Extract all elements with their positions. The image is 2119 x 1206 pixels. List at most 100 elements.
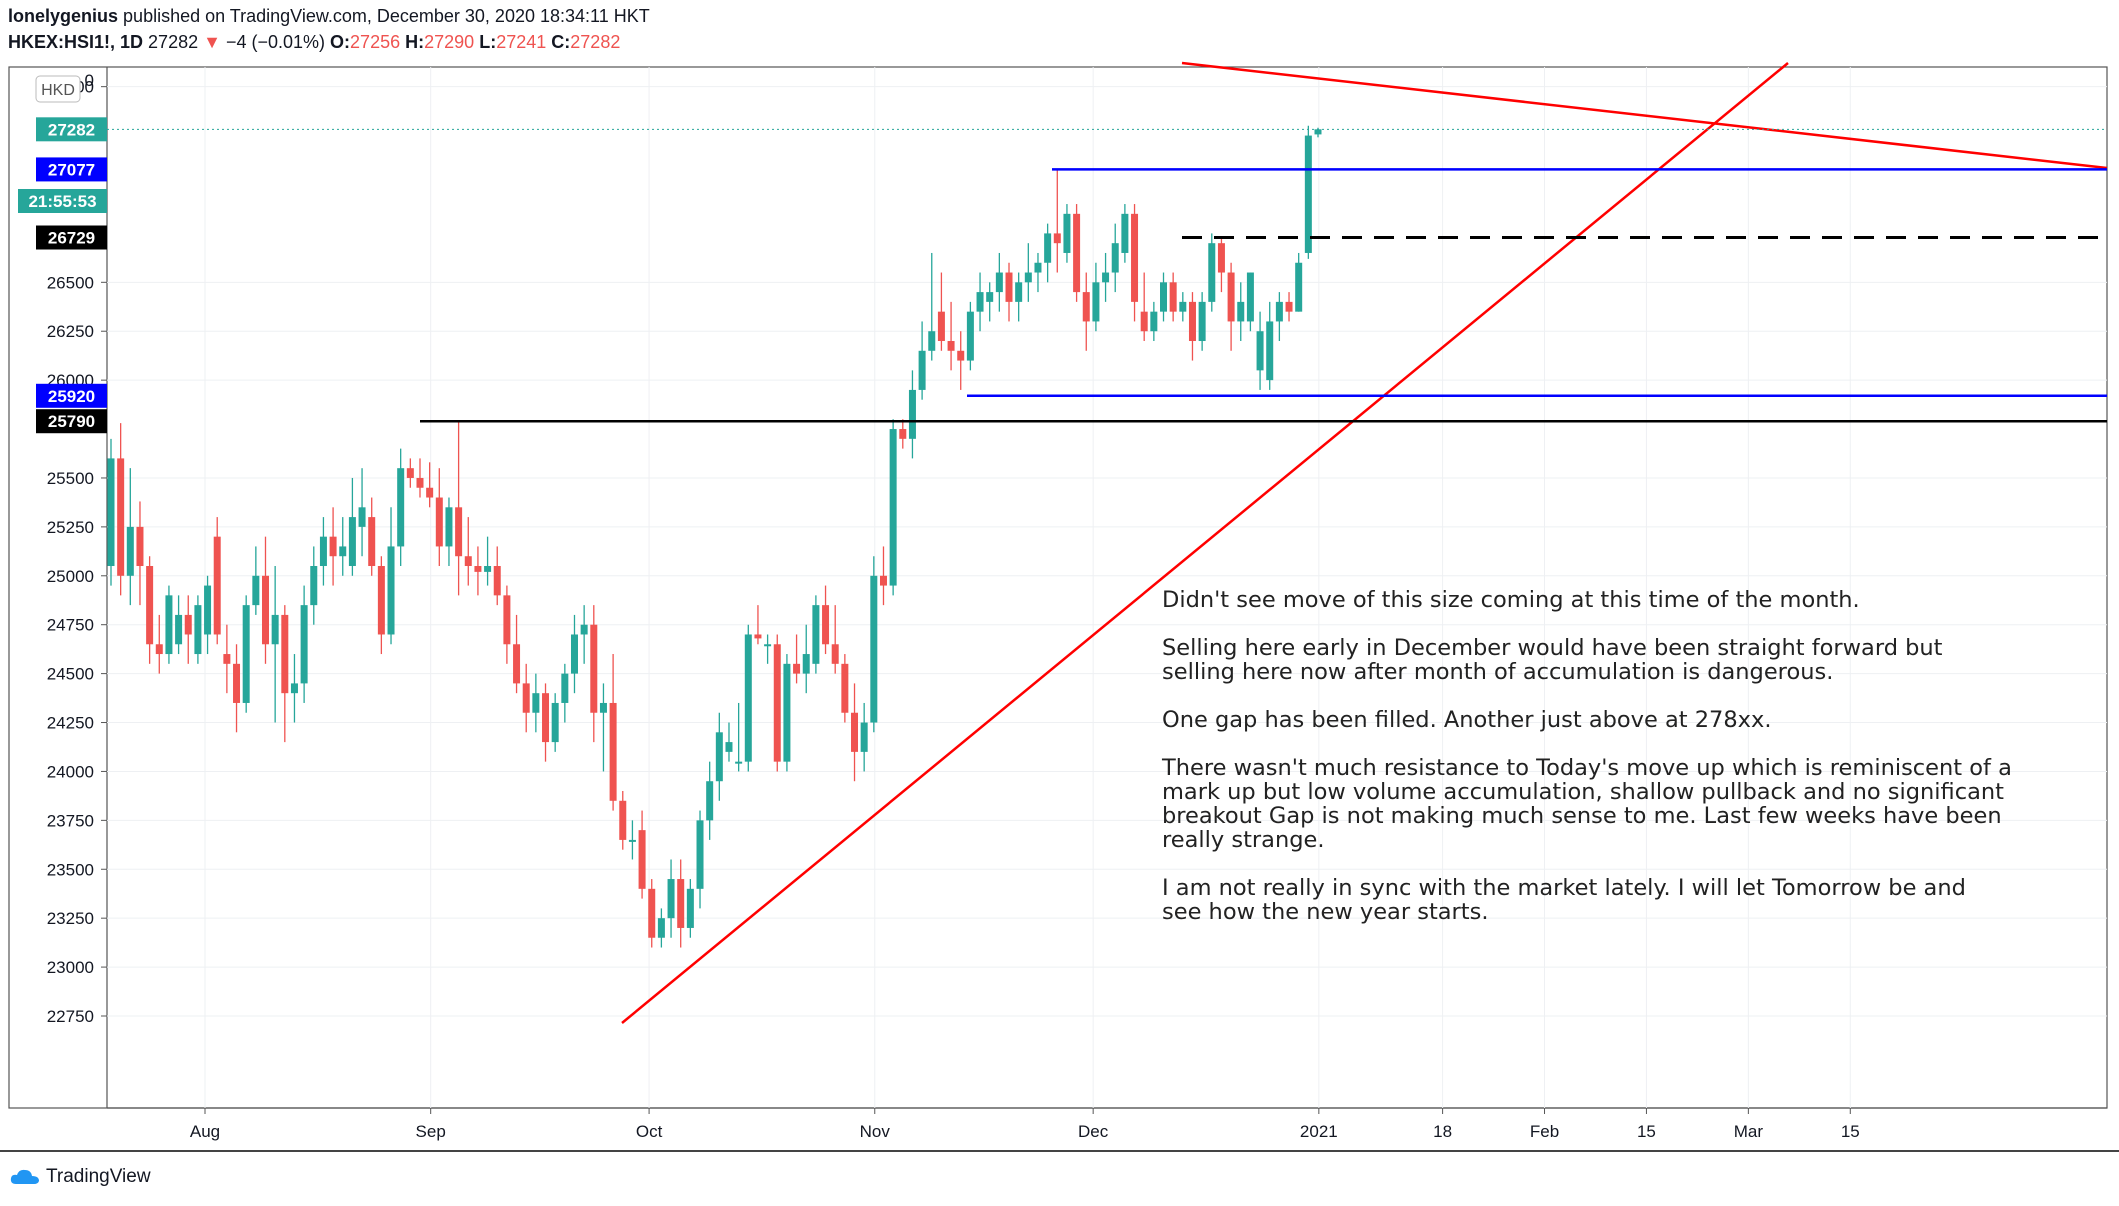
- candle[interactable]: [387, 507, 395, 645]
- candle[interactable]: [329, 507, 337, 586]
- candle[interactable]: [706, 761, 714, 840]
- candle[interactable]: [300, 585, 308, 703]
- candle[interactable]: [1237, 282, 1245, 342]
- candle[interactable]: [870, 556, 878, 733]
- candle[interactable]: [184, 595, 192, 664]
- candle[interactable]: [175, 595, 183, 655]
- candle[interactable]: [1034, 252, 1042, 293]
- candle[interactable]: [561, 663, 569, 723]
- candle[interactable]: [619, 791, 627, 850]
- candle[interactable]: [812, 595, 820, 674]
- candle[interactable]: [464, 517, 472, 586]
- candle[interactable]: [947, 301, 955, 371]
- currency-badge[interactable]: [35, 75, 81, 103]
- candle[interactable]: [966, 301, 974, 371]
- candle[interactable]: [628, 820, 636, 860]
- candle[interactable]: [455, 421, 463, 596]
- candle[interactable]: [310, 546, 318, 625]
- candle[interactable]: [1188, 292, 1196, 361]
- candle[interactable]: [725, 722, 733, 762]
- candle[interactable]: [146, 556, 154, 664]
- candle[interactable]: [406, 458, 414, 488]
- candle[interactable]: [1102, 252, 1110, 302]
- candle[interactable]: [233, 644, 241, 733]
- candle[interactable]: [1275, 292, 1283, 342]
- candle[interactable]: [242, 595, 250, 713]
- candle[interactable]: [1217, 237, 1225, 293]
- candle[interactable]: [754, 605, 762, 645]
- candle[interactable]: [1111, 223, 1119, 293]
- candle[interactable]: [1304, 125, 1312, 259]
- candle[interactable]: [1005, 262, 1013, 322]
- candle[interactable]: [793, 634, 801, 684]
- candle[interactable]: [580, 605, 588, 664]
- candle[interactable]: [590, 605, 598, 743]
- candle[interactable]: [445, 497, 453, 567]
- candle[interactable]: [1295, 252, 1303, 312]
- candle[interactable]: [397, 448, 405, 567]
- candle[interactable]: [551, 693, 559, 752]
- candle[interactable]: [252, 546, 260, 615]
- candle[interactable]: [744, 624, 752, 772]
- candle[interactable]: [484, 536, 492, 586]
- candle[interactable]: [638, 810, 646, 899]
- candle[interactable]: [1131, 204, 1139, 322]
- candle[interactable]: [822, 585, 830, 655]
- candle[interactable]: [377, 556, 385, 655]
- candle[interactable]: [107, 438, 115, 586]
- candle[interactable]: [570, 614, 578, 694]
- resistance-trendline[interactable]: [1181, 61, 2108, 170]
- candle[interactable]: [928, 252, 936, 361]
- candle[interactable]: [319, 517, 327, 586]
- candle[interactable]: [1246, 272, 1254, 332]
- last-price-badge[interactable]: [36, 117, 107, 142]
- candle[interactable]: [136, 501, 144, 606]
- candle[interactable]: [609, 654, 617, 811]
- candle[interactable]: [860, 702, 868, 772]
- candle[interactable]: [648, 879, 656, 948]
- candle[interactable]: [503, 585, 511, 664]
- candle[interactable]: [1121, 204, 1129, 263]
- candle[interactable]: [599, 683, 607, 772]
- candle[interactable]: [194, 595, 202, 664]
- candle[interactable]: [1082, 272, 1090, 351]
- candle[interactable]: [474, 546, 482, 596]
- candle[interactable]: [831, 605, 839, 674]
- candle[interactable]: [223, 624, 231, 694]
- candle[interactable]: [764, 634, 772, 664]
- candle[interactable]: [1160, 272, 1168, 322]
- candle[interactable]: [435, 468, 443, 567]
- candle[interactable]: [1179, 292, 1187, 322]
- candle[interactable]: [358, 468, 366, 557]
- candle[interactable]: [117, 423, 125, 596]
- candle[interactable]: [995, 252, 1003, 312]
- candle[interactable]: [155, 614, 163, 674]
- candle[interactable]: [1092, 262, 1100, 332]
- candle[interactable]: [686, 879, 694, 938]
- candle[interactable]: [542, 683, 550, 762]
- candle[interactable]: [937, 272, 945, 351]
- candle[interactable]: [1015, 272, 1023, 322]
- candle[interactable]: [281, 605, 289, 743]
- candle[interactable]: [1227, 262, 1235, 351]
- candle[interactable]: [918, 321, 926, 400]
- candle[interactable]: [1208, 233, 1216, 312]
- candle[interactable]: [1169, 272, 1177, 322]
- candle[interactable]: [1140, 272, 1148, 342]
- candle[interactable]: [522, 663, 530, 733]
- candle[interactable]: [165, 585, 173, 664]
- candle[interactable]: [1198, 292, 1206, 351]
- candle[interactable]: [783, 654, 791, 772]
- candle[interactable]: [1150, 301, 1158, 342]
- candle[interactable]: [1256, 311, 1264, 390]
- candle[interactable]: [715, 712, 723, 801]
- candle[interactable]: [802, 624, 810, 694]
- candle[interactable]: [657, 908, 665, 948]
- candle[interactable]: [735, 702, 743, 772]
- countdown-badge[interactable]: [18, 189, 107, 213]
- candle[interactable]: [1266, 301, 1274, 390]
- support-level-badge[interactable]: [36, 409, 107, 434]
- candle[interactable]: [986, 282, 994, 322]
- candle[interactable]: [493, 546, 501, 606]
